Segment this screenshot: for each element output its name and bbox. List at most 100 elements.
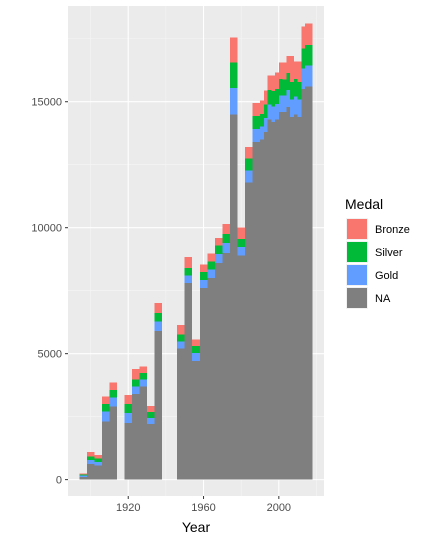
bar-segment-na <box>229 114 238 480</box>
bar-segment-silver <box>177 334 185 342</box>
bar-segment-bronze <box>207 253 215 262</box>
bar-segment-silver <box>147 411 155 419</box>
bar-segment-gold <box>139 379 148 387</box>
bar-segment-gold <box>147 418 155 425</box>
bar-segment-gold <box>199 279 208 289</box>
bar-segment-silver <box>184 268 193 276</box>
bar-segment-gold <box>252 128 260 143</box>
bar-segment-bronze <box>305 23 313 46</box>
legend-swatch-silver <box>347 242 367 262</box>
bar-segment-bronze <box>222 223 230 234</box>
bar-segment-gold <box>94 461 102 466</box>
bar-segment-silver <box>237 239 245 248</box>
bar-segment-bronze <box>286 55 294 74</box>
legend-label-na: NA <box>375 293 391 305</box>
x-tick-label: 1920 <box>116 502 140 514</box>
x-axis-title: Year <box>182 519 211 535</box>
x-tick-label: 2000 <box>267 502 291 514</box>
bar-segment-silver <box>86 456 95 460</box>
bar-segment-gold <box>101 411 110 422</box>
bar-segment-silver <box>109 390 117 398</box>
legend: Medal Bronze Silver Gold NA <box>345 196 410 309</box>
bar-segment-silver <box>79 474 87 476</box>
y-tick-label: 10000 <box>31 223 62 235</box>
bar-segment-gold <box>79 475 87 478</box>
bar-segment-na <box>79 477 87 480</box>
bar-segment-silver <box>199 271 208 280</box>
bar-segment-na <box>177 348 185 480</box>
bar-segment-silver <box>244 158 253 171</box>
legend-label-bronze: Bronze <box>375 224 410 236</box>
bar-segment-silver <box>192 346 200 354</box>
bar-segment-na <box>192 361 200 480</box>
bar-segment-na <box>86 464 95 480</box>
bar-segment-na <box>199 288 208 480</box>
legend-swatch-bronze <box>347 219 367 239</box>
bar-segment-na <box>184 283 193 480</box>
y-tick-label: 5000 <box>38 349 62 361</box>
bar-segment-na <box>147 424 155 480</box>
bar-segment-bronze <box>139 366 148 374</box>
bar-segment-na <box>154 330 163 480</box>
bar-segment-gold <box>244 170 253 183</box>
bar-segment-silver <box>252 116 260 129</box>
bar-segment-bronze <box>177 325 185 335</box>
bar-segment-gold <box>154 321 163 331</box>
bar-segment-gold <box>222 243 230 253</box>
bar-segment-silver <box>94 458 102 462</box>
bar-segment-bronze <box>124 395 132 405</box>
bar-segment-bronze <box>147 406 155 412</box>
bar-segment-gold <box>192 353 200 362</box>
bar-segment-silver <box>222 233 230 244</box>
bar-segment-na <box>94 465 102 480</box>
legend-title: Medal <box>345 196 383 212</box>
x-axis: 1920 1960 2000 <box>116 496 291 514</box>
bar-segment-bronze <box>199 264 208 272</box>
bar-segment-na <box>101 421 110 480</box>
legend-label-gold: Gold <box>375 270 398 282</box>
bar-segment-bronze <box>229 37 238 63</box>
bar-segment-silver <box>305 45 313 66</box>
bar-segment-bronze <box>184 257 193 269</box>
bar-segment-gold <box>214 253 223 263</box>
bar-segment-na <box>109 406 117 480</box>
bar-segment-gold <box>124 412 132 423</box>
bar-segment-bronze <box>109 382 117 391</box>
bar-segment-silver <box>124 404 132 413</box>
bar-segment-na <box>139 386 148 480</box>
bar-segment-silver <box>101 404 110 412</box>
bar-segment-gold <box>109 397 117 407</box>
bar-segment-silver <box>139 373 148 380</box>
y-tick-label: 0 <box>56 475 62 487</box>
bar-segment-silver <box>132 379 140 387</box>
bar-segment-bronze <box>94 454 102 459</box>
y-axis: 0 5000 10000 15000 <box>31 97 68 487</box>
bar-segment-bronze <box>154 303 163 314</box>
bar-segment-gold <box>184 275 193 284</box>
bar-segment-gold <box>237 247 245 256</box>
bar-segment-na <box>214 262 223 480</box>
bar-segment-na <box>222 252 230 480</box>
bar-segment-bronze <box>237 227 245 240</box>
bar-segment-silver <box>229 62 238 88</box>
bar-segment-na <box>244 182 253 480</box>
bar-segment-silver <box>154 313 163 322</box>
bar-segment-na <box>252 142 260 480</box>
bar-segment-silver <box>214 245 223 254</box>
bar-segment-na <box>124 422 132 480</box>
bar-segment-bronze <box>192 339 200 347</box>
bar-segment-bronze <box>86 451 95 457</box>
x-tick-label: 1960 <box>191 502 215 514</box>
bar-segment-na <box>237 255 245 480</box>
bar-segment-bronze <box>79 473 87 475</box>
bar-segment-gold <box>229 87 238 115</box>
bar-segment-gold <box>207 269 215 279</box>
legend-swatch-gold <box>347 265 367 285</box>
y-tick-label: 15000 <box>31 97 62 109</box>
legend-label-silver: Silver <box>375 247 403 259</box>
bar-segment-bronze <box>214 237 223 246</box>
bar-segment-gold <box>132 386 140 394</box>
bar-segment-bronze <box>132 368 140 380</box>
bar-segment-na <box>207 278 215 480</box>
